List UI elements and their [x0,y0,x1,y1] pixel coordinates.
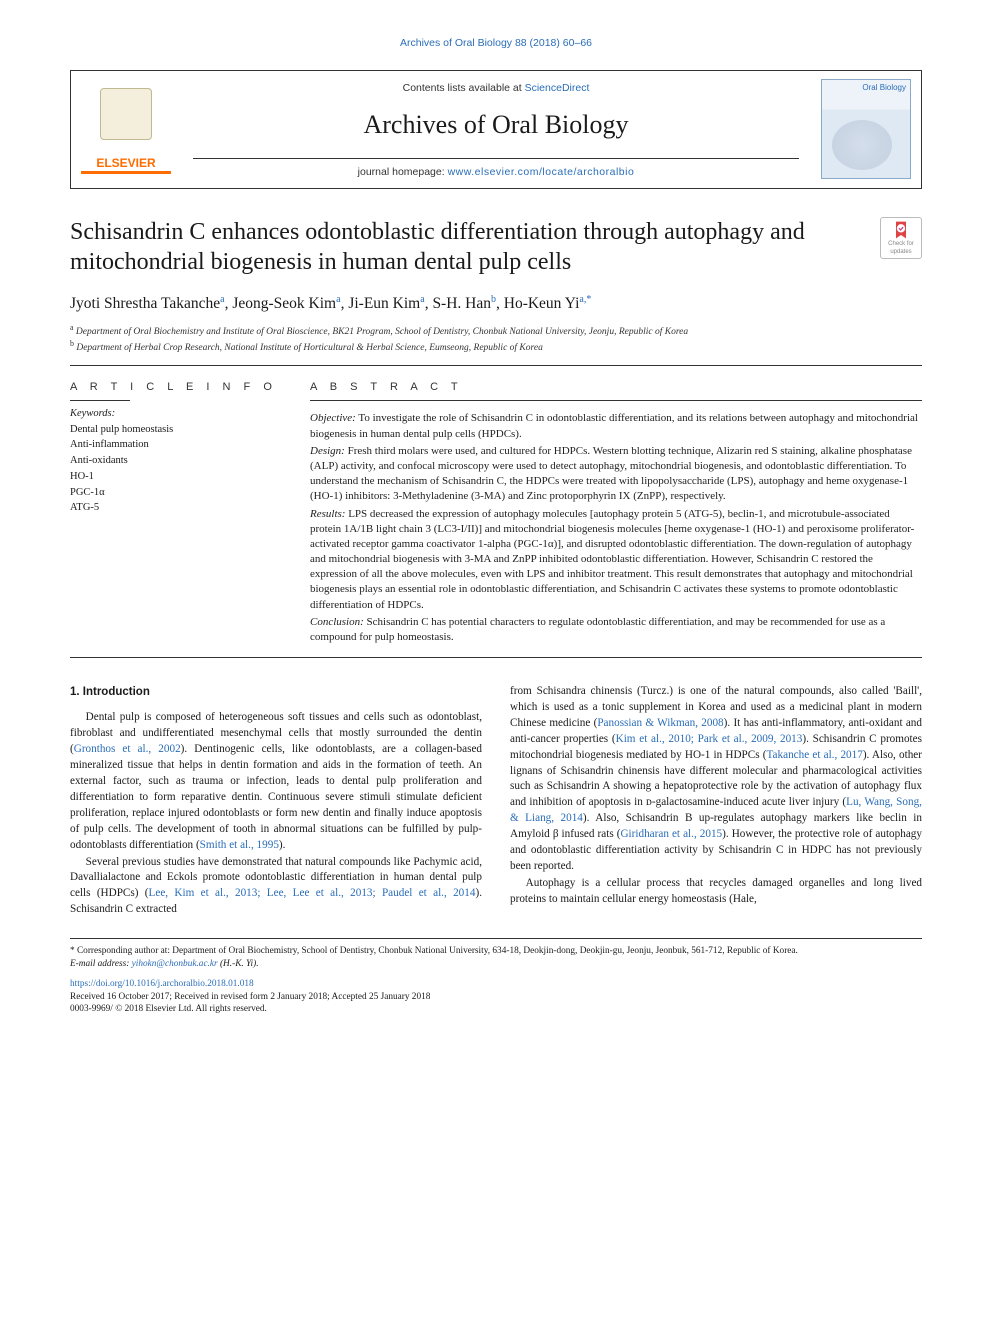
journal-cover-thumb: Oral Biology [821,79,911,179]
issn-copyright: 0003-9969/ © 2018 Elsevier Ltd. All righ… [70,1003,922,1016]
homepage-link[interactable]: www.elsevier.com/locate/archoralbio [448,166,635,178]
intro-heading: 1. Introduction [70,684,482,700]
body-text: 1. Introduction Dental pulp is composed … [70,684,922,918]
abstract-heading: A B S T R A C T [310,380,922,395]
citation[interactable]: Lee, Kim et al., 2013; Lee, Lee et al., … [149,887,476,899]
intro-p3: from Schisandra chinensis (Turcz.) is on… [510,684,922,875]
email-label: E-mail address: [70,959,132,969]
citation[interactable]: Kim et al., 2010; Park et al., 2009, 201… [616,733,803,745]
journal-cover-cell: Oral Biology [811,71,921,187]
intro-p4: Autophagy is a cellular process that rec… [510,876,922,908]
results-label: Results: [310,508,345,520]
keyword-item: ATG-5 [70,500,280,516]
sciencedirect-link[interactable]: ScienceDirect [525,82,590,94]
elsevier-logo: ELSEVIER [81,84,171,174]
abstract-body: Objective: To investigate the role of Sc… [310,411,922,645]
article-info-column: A R T I C L E I N F O Keywords: Dental p… [70,380,280,647]
affiliations: a Department of Oral Biochemistry and In… [70,323,922,355]
abstract-rule [310,400,922,401]
citation[interactable]: Giridharan et al., 2015 [620,828,722,840]
citation[interactable]: Lu, Wang, Song, & Liang, 2014 [510,796,922,824]
objective-label: Objective: [310,412,356,424]
design-text: Fresh third molars were used, and cultur… [310,445,912,503]
footnotes: * Corresponding author at: Department of… [70,938,922,970]
affil-a-text: Department of Oral Biochemistry and Inst… [76,327,688,337]
article-info-heading: A R T I C L E I N F O [70,380,280,395]
contents-text: Contents lists available at [403,82,525,94]
check-line2: updates [890,248,911,256]
running-head: Archives of Oral Biology 88 (2018) 60–66 [70,36,922,50]
keywords-list: Dental pulp homeostasisAnti-inflammation… [70,422,280,517]
masthead-center: Contents lists available at ScienceDirec… [181,71,811,187]
publisher-logo-cell: ELSEVIER [71,71,181,187]
homepage-text: journal homepage: [358,166,448,178]
conclusion-label: Conclusion: [310,616,364,628]
keyword-item: Dental pulp homeostasis [70,422,280,438]
history-line: Received 16 October 2017; Received in re… [70,991,922,1004]
citation[interactable]: Takanche et al., 2017 [767,749,863,761]
keyword-item: Anti-inflammation [70,437,280,453]
email-person: (H.-K. Yi). [218,959,259,969]
rule-bottom [70,657,922,658]
intro-p2: Several previous studies have demonstrat… [70,855,482,919]
cover-label: Oral Biology [862,83,906,94]
rule-top [70,365,922,366]
keyword-item: Anti-oxidants [70,453,280,469]
abstract-column: A B S T R A C T Objective: To investigat… [310,380,922,647]
conclusion-text: Schisandrin C has potential characters t… [310,616,885,643]
affil-a: a Department of Oral Biochemistry and In… [70,323,922,339]
journal-masthead: ELSEVIER Contents lists available at Sci… [70,70,922,188]
author-list: Jyoti Shrestha Takanchea, Jeong-Seok Kim… [70,293,922,315]
contents-line: Contents lists available at ScienceDirec… [193,81,799,95]
intro-p1: Dental pulp is composed of heterogeneous… [70,710,482,853]
citation[interactable]: Panossian & Wikman, 2008 [597,717,723,729]
affil-b-text: Department of Herbal Crop Research, Nati… [76,343,543,353]
journal-name: Archives of Oral Biology [193,107,799,142]
citation[interactable]: Smith et al., 1995 [200,839,279,851]
info-divider [70,400,130,401]
citation[interactable]: Gronthos et al., 2002 [74,743,181,755]
bookmark-check-icon [891,220,911,240]
publication-info: https://doi.org/10.1016/j.archoralbio.20… [70,978,922,1016]
objective-text: To investigate the role of Schisandrin C… [310,412,918,439]
doi-link[interactable]: https://doi.org/10.1016/j.archoralbio.20… [70,979,254,989]
keywords-label: Keywords: [70,407,280,421]
homepage-line: journal homepage: www.elsevier.com/locat… [193,158,799,179]
check-updates-badge[interactable]: Check for updates [880,217,922,259]
keyword-item: PGC-1α [70,485,280,501]
email-line: E-mail address: yihokn@chonbuk.ac.kr (H.… [70,958,922,971]
design-label: Design: [310,445,345,457]
email-link[interactable]: yihokn@chonbuk.ac.kr [132,959,218,969]
results-text: LPS decreased the expression of autophag… [310,508,914,611]
corresponding-note: * Corresponding author at: Department of… [70,945,922,958]
keyword-item: HO-1 [70,469,280,485]
check-line1: Check for [888,240,914,248]
article-title: Schisandrin C enhances odontoblastic dif… [70,217,862,277]
elsevier-label: ELSEVIER [96,155,155,171]
affil-b: b Department of Herbal Crop Research, Na… [70,339,922,355]
